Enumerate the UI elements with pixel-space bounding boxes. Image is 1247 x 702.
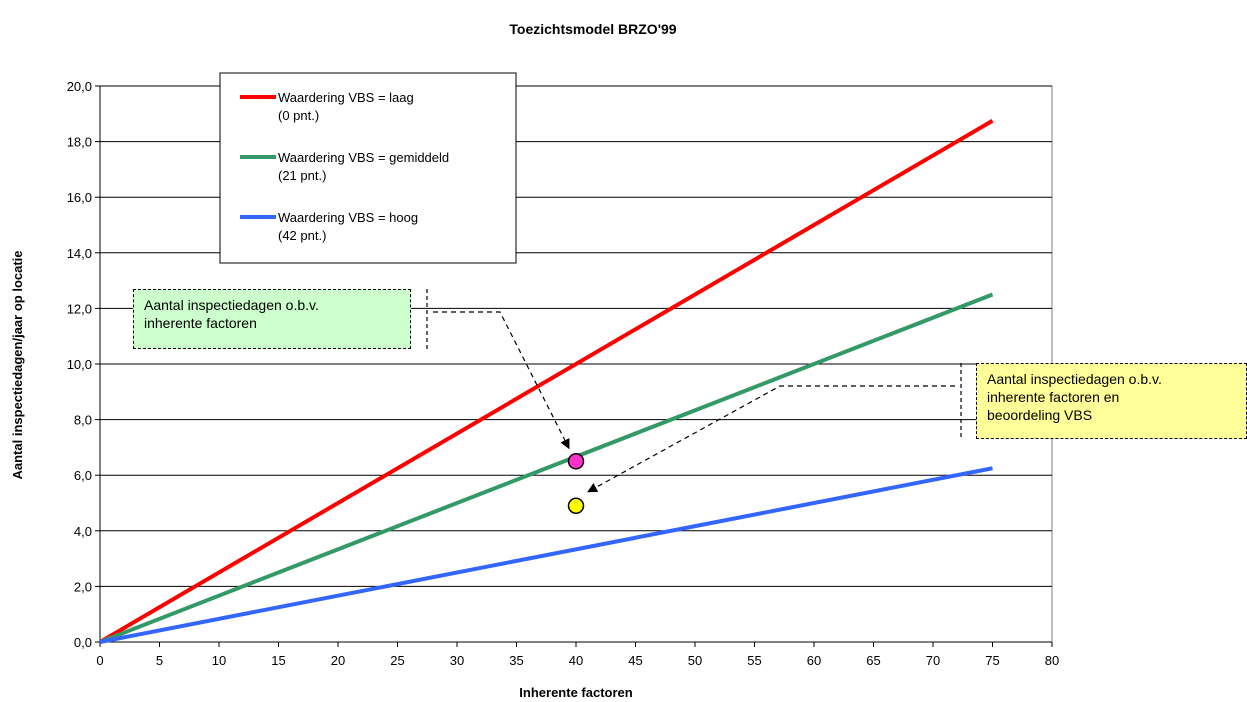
x-tick-label: 5 bbox=[156, 653, 163, 668]
x-tick-label: 0 bbox=[96, 653, 103, 668]
x-tick-label: 35 bbox=[509, 653, 523, 668]
x-tick-label: 70 bbox=[926, 653, 940, 668]
x-tick-label: 15 bbox=[271, 653, 285, 668]
x-tick-label: 75 bbox=[985, 653, 999, 668]
callout-yellow-line3: beoordeling VBS bbox=[987, 407, 1093, 423]
point-inherent bbox=[567, 453, 585, 470]
series-line-gemiddeld bbox=[99, 292, 994, 644]
x-tick-label: 60 bbox=[807, 653, 821, 668]
callout-yellow-arrow bbox=[587, 385, 955, 493]
x-tick-label: 20 bbox=[331, 653, 345, 668]
legend-label-hoog: Waardering VBS = hoog bbox=[278, 210, 418, 225]
y-tick-label: 20,0 bbox=[67, 79, 92, 94]
x-axis-ticks: 0 5 10 15 20 25 30 35 40 45 50 55 60 65 70 75 80 bbox=[96, 642, 1059, 668]
y-tick-label: 14,0 bbox=[67, 246, 92, 261]
callout-green-line1: Aantal inspectiedagen o.b.v. bbox=[144, 297, 319, 313]
y-tick-label: 2,0 bbox=[74, 579, 92, 594]
y-tick-label: 8,0 bbox=[74, 413, 92, 428]
y-tick-label: 18,0 bbox=[67, 135, 92, 150]
x-tick-label: 80 bbox=[1045, 653, 1059, 668]
highlight-points bbox=[567, 453, 585, 515]
x-tick-label: 50 bbox=[688, 653, 702, 668]
x-tick-label: 40 bbox=[569, 653, 583, 668]
y-tick-label: 16,0 bbox=[67, 190, 92, 205]
legend-label-laag: Waardering VBS = laag bbox=[278, 90, 414, 105]
callout-green-line2: inherente factoren bbox=[144, 315, 257, 331]
y-axis-ticks: 0,0 2,0 4,0 6,0 8,0 10,0 12,0 14,0 16,0 18,0 20,0 bbox=[67, 79, 100, 650]
x-tick-label: 45 bbox=[628, 653, 642, 668]
callout-green-arrow bbox=[433, 311, 570, 450]
y-tick-label: 0,0 bbox=[74, 635, 92, 650]
series-line-hoog bbox=[99, 466, 993, 644]
x-tick-label: 25 bbox=[390, 653, 404, 668]
y-axis-label: Aantal inspectiedagen/jaar op locatie bbox=[10, 250, 25, 479]
y-tick-label: 12,0 bbox=[67, 301, 92, 316]
legend-label-gemiddeld: Waardering VBS = gemiddeld bbox=[278, 150, 449, 165]
callout-inherente-factoren: Aantal inspectiedagen o.b.v. inherente f… bbox=[133, 289, 411, 349]
callout-yellow-line2: inherente factoren en bbox=[987, 389, 1120, 405]
legend-sublabel-laag: (0 pnt.) bbox=[278, 108, 319, 123]
legend-sublabel-gemiddeld: (21 pnt.) bbox=[278, 168, 326, 183]
chart-title: Toezichtsmodel BRZO'99 bbox=[509, 21, 676, 37]
callout-inherente-factoren-vbs: Aantal inspectiedagen o.b.v. inherente f… bbox=[976, 363, 1247, 439]
legend: Waardering VBS = laag (0 pnt.) Waarderin… bbox=[219, 72, 517, 264]
callout-arrows bbox=[426, 289, 962, 493]
x-tick-label: 65 bbox=[866, 653, 880, 668]
callout-yellow-line1: Aantal inspectiedagen o.b.v. bbox=[987, 371, 1162, 387]
y-tick-label: 10,0 bbox=[67, 357, 92, 372]
legend-box bbox=[219, 72, 517, 264]
y-tick-label: 4,0 bbox=[74, 524, 92, 539]
x-tick-label: 55 bbox=[747, 653, 761, 668]
legend-sublabel-hoog: (42 pnt.) bbox=[278, 228, 326, 243]
series-lines bbox=[98, 119, 994, 644]
x-tick-label: 30 bbox=[450, 653, 464, 668]
x-axis-label: Inherente factoren bbox=[519, 685, 632, 700]
point-inherent-vbs bbox=[567, 497, 585, 515]
x-tick-label: 10 bbox=[212, 653, 226, 668]
series-line-laag bbox=[98, 119, 994, 644]
y-tick-label: 6,0 bbox=[74, 468, 92, 483]
